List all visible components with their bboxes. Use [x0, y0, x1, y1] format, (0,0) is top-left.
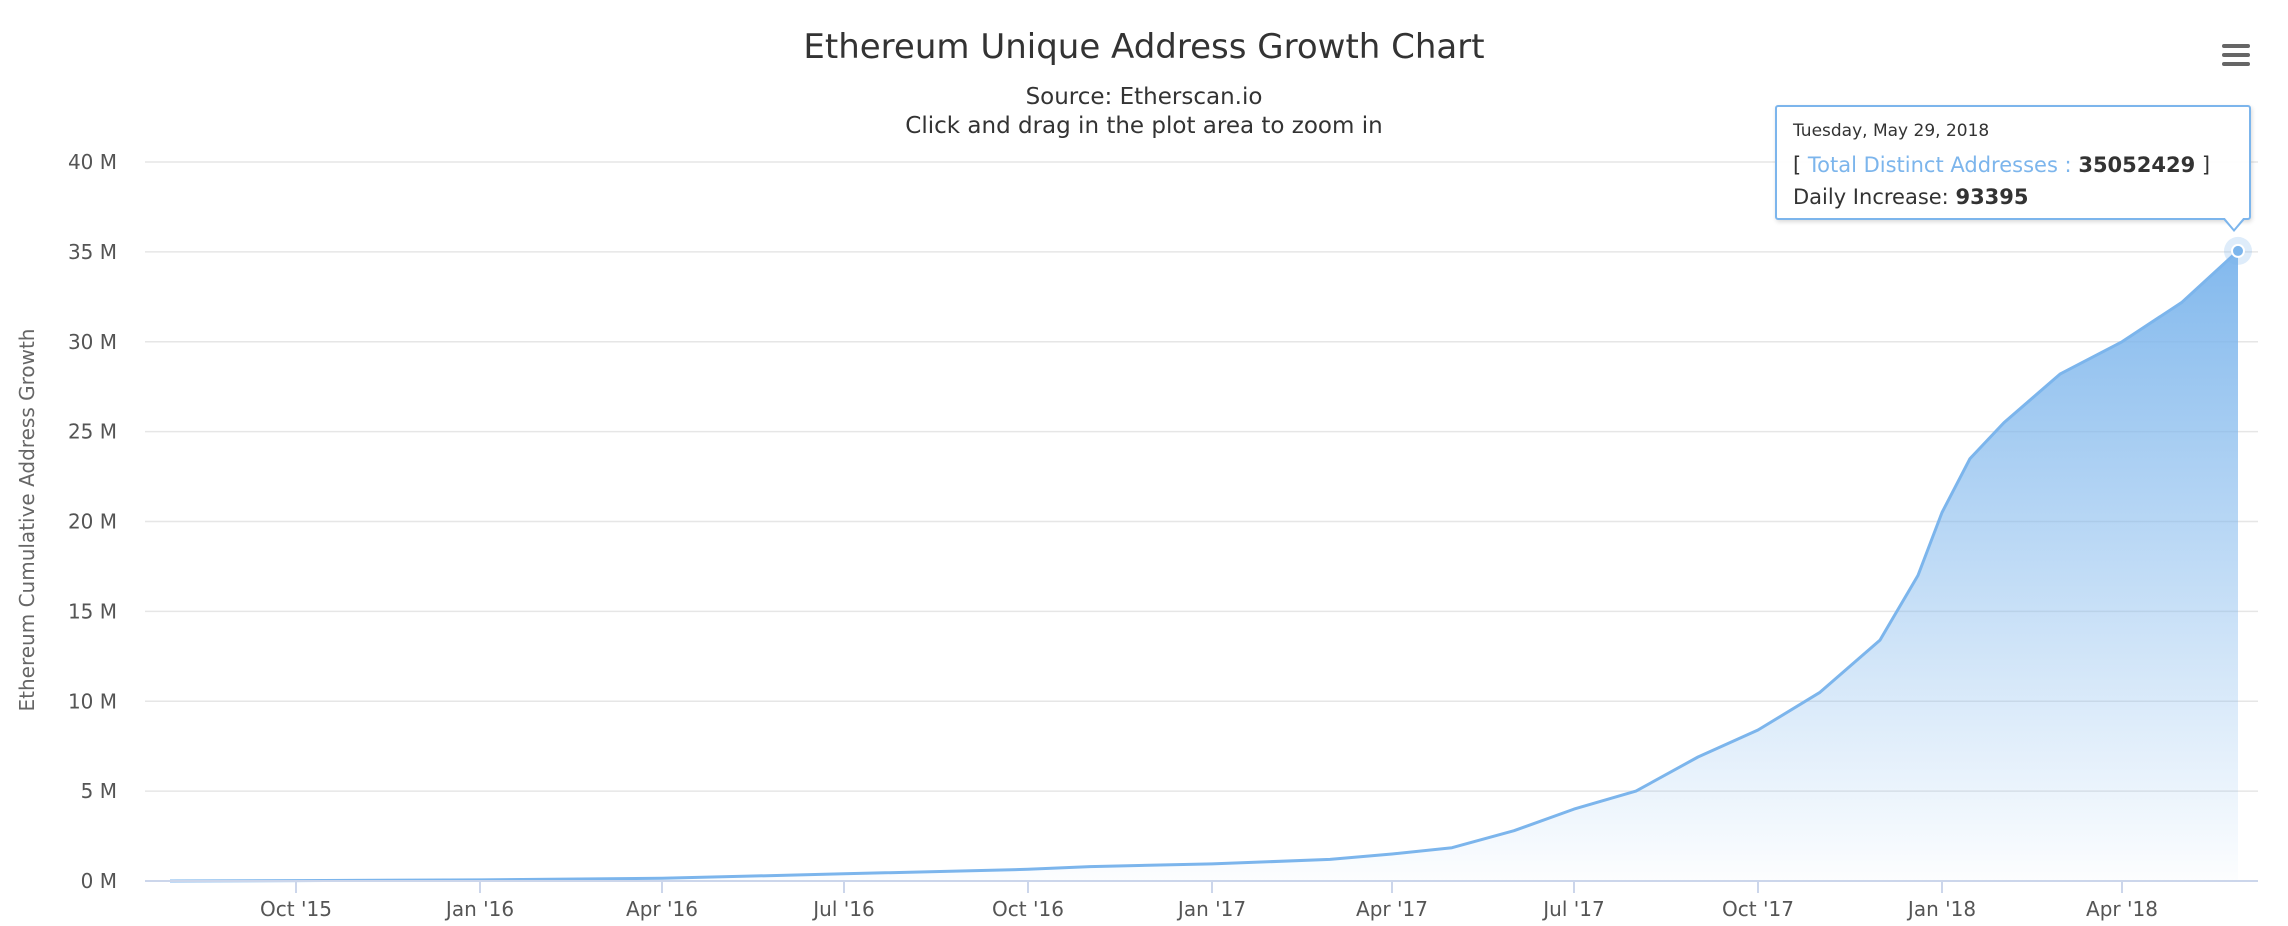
hamburger-menu-icon-bar	[2222, 62, 2250, 66]
tooltip-date: Tuesday, May 29, 2018	[1793, 121, 1990, 141]
series-area	[169, 249, 2240, 883]
tooltip-series-value: 35052429	[2078, 153, 2196, 177]
x-tick-label: Jul '16	[811, 897, 874, 921]
y-tick-label: 0 M	[81, 869, 117, 893]
chart-subtitle-instructions: Click and drag in the plot area to zoom …	[905, 113, 1382, 139]
x-tick-label: Apr '17	[1356, 897, 1428, 921]
y-tick-label: 20 M	[68, 510, 117, 534]
tooltip-arrow-inner	[2224, 217, 2244, 229]
x-tick-label: Apr '18	[2086, 897, 2158, 921]
y-tick-label: 25 M	[68, 420, 117, 444]
x-tick-label: Oct '16	[992, 897, 1064, 921]
tooltip-close-bracket: ]	[2201, 153, 2211, 177]
hover-marker	[2224, 236, 2252, 265]
x-tick-label: Jan '17	[1176, 897, 1246, 921]
y-tick-label: 5 M	[81, 779, 117, 803]
grid-lines	[145, 161, 2258, 882]
tooltip-increase-value: 93395	[1955, 185, 2029, 209]
hamburger-menu-icon-bar	[2222, 53, 2250, 57]
y-tick-label: 10 M	[68, 689, 117, 713]
tooltip-increase-line: Daily Increase: 93395	[1793, 181, 2233, 213]
x-tick-label: Oct '15	[260, 897, 332, 921]
chart-subtitle-source: Source: Etherscan.io	[1026, 84, 1263, 110]
x-tick-label: Jan '16	[444, 897, 514, 921]
x-tick-label: Jan '18	[1906, 897, 1976, 921]
x-tick-label: Apr '16	[626, 897, 698, 921]
y-tick-label: 15 M	[68, 599, 117, 623]
y-tick-label: 40 M	[68, 150, 117, 174]
y-axis-label: Ethereum Cumulative Address Growth	[15, 329, 39, 712]
x-tick-label: Oct '17	[1722, 897, 1794, 921]
tooltip-series-line: [ Total Distinct Addresses : 35052429 ]	[1793, 149, 2233, 181]
y-tick-label: 30 M	[68, 330, 117, 354]
chart-menu-button[interactable]	[2218, 40, 2254, 72]
series-line	[169, 249, 2240, 883]
hover-point[interactable]	[2231, 243, 2245, 258]
series-area-fill	[170, 250, 2238, 881]
tooltip: Tuesday, May 29, 2018 [ Total Distinct A…	[1775, 105, 2251, 220]
x-tick-label: Jul '17	[1541, 897, 1604, 921]
axes: 0 M 5 M 10 M 15 M 20 M 25 M 30 M 35 M 40 M Oct '1…	[68, 150, 2258, 921]
hamburger-menu-icon	[2222, 44, 2250, 48]
tooltip-increase-label: Daily Increase:	[1793, 185, 1949, 209]
y-tick-label: 35 M	[68, 240, 117, 264]
chart-title: Ethereum Unique Address Growth Chart	[803, 27, 1484, 67]
tooltip-series-label: Total Distinct Addresses :	[1807, 153, 2072, 177]
tooltip-open-bracket: [	[1793, 153, 1802, 177]
